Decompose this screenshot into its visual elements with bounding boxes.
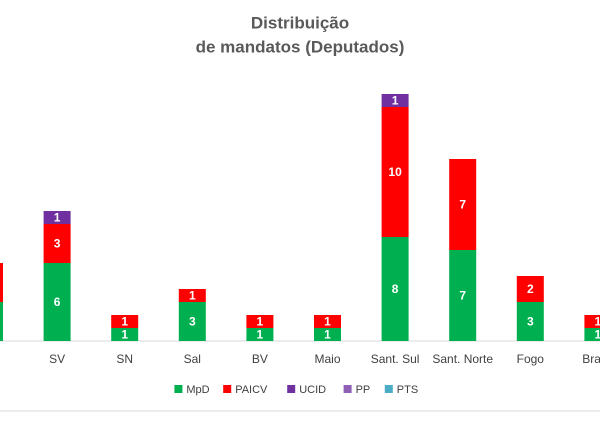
bar-segment [516,302,544,341]
x-tick-label: Maio [314,352,340,366]
legend-label: UCID [299,384,326,396]
bar-segment [584,315,600,328]
legend-swatch [343,385,352,393]
data-label: 1 [189,289,196,303]
bar-segment [449,159,477,250]
data-label: 3 [189,315,196,329]
x-tick-label: SN [116,352,133,366]
legend-swatch [384,385,393,393]
data-label: 6 [54,295,61,309]
legend-label: PTS [397,384,418,396]
bar-segment [516,276,544,302]
x-tick-label: Sant. Sul [371,352,420,366]
data-label: 1 [257,315,264,329]
legend-label: PAICV [235,384,268,396]
data-label: 3 [527,315,534,329]
data-label: 1 [54,211,61,225]
bar-segment [246,315,274,328]
x-tick-label: Sant. Norte [432,352,493,366]
legend-label: PP [356,384,371,396]
x-tick-label: SV [49,352,65,366]
bar-segment [178,289,206,302]
bar-segment [111,328,139,341]
bar-segment [0,302,3,341]
bar-segment [449,250,477,341]
legend-swatch [174,385,183,393]
data-label: 7 [459,289,466,303]
legend-swatch [223,385,232,393]
bar-segment [0,263,3,302]
bar-segment [246,328,274,341]
data-label: 3 [54,237,61,251]
bar-segment [43,263,71,341]
data-label: 1 [121,315,128,329]
data-label: 1 [121,328,128,342]
data-label: 10 [388,165,402,179]
bar-segment [381,237,409,341]
x-tick-label: Sal [184,352,201,366]
x-tick-label: Fogo [517,352,545,366]
bar-segment [381,107,409,237]
data-label: 1 [595,315,600,329]
legend-swatch [287,385,296,393]
data-label: 1 [392,94,399,108]
data-label: 2 [527,282,534,296]
bar-segment [43,211,71,224]
bar-segment [314,328,341,341]
data-label: 7 [459,198,466,212]
chart-title: Distribuição [251,13,349,32]
bar-segment [584,328,600,341]
x-tick-label: BV [252,352,268,366]
bar-segment [178,302,206,341]
data-label: 1 [324,315,331,329]
chart-title: de mandatos (Deputados) [196,37,405,56]
data-label: 1 [324,328,331,342]
bar-segment [381,94,409,107]
bar-segment [111,315,139,328]
data-label: 1 [595,328,600,342]
bar-segment [314,315,341,328]
data-label: 1 [257,328,264,342]
data-label: 8 [392,282,399,296]
bar-segment [43,224,71,263]
x-tick-label: Brava [582,352,600,366]
legend-label: MpD [186,384,209,396]
